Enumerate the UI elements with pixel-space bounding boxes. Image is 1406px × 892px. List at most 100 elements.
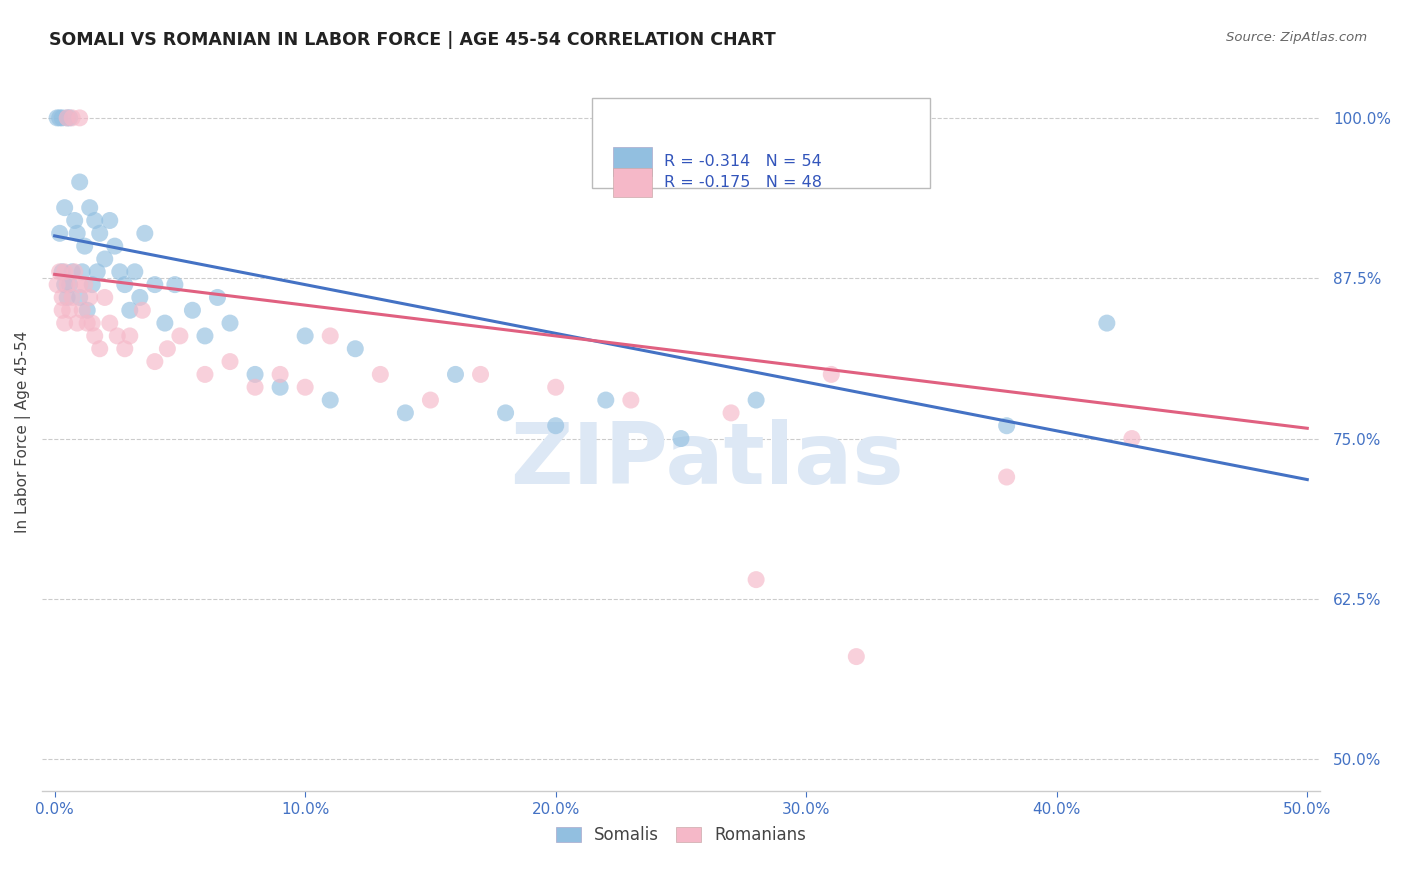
Point	[294, 380, 316, 394]
Point	[720, 406, 742, 420]
Point	[53, 316, 76, 330]
Point	[495, 406, 517, 420]
Point	[114, 342, 136, 356]
Point	[745, 573, 768, 587]
Point	[745, 392, 768, 407]
Point	[56, 277, 79, 292]
Point	[156, 342, 179, 356]
Point	[48, 265, 70, 279]
Point	[51, 265, 73, 279]
Point	[56, 111, 79, 125]
Point	[98, 316, 121, 330]
Point	[93, 290, 115, 304]
Point	[128, 290, 150, 304]
Point	[153, 316, 176, 330]
Point	[995, 470, 1018, 484]
Point	[820, 368, 842, 382]
Point	[143, 354, 166, 368]
Point	[70, 265, 93, 279]
Point	[66, 227, 89, 241]
FancyBboxPatch shape	[613, 168, 651, 196]
Point	[118, 303, 141, 318]
Point	[108, 265, 131, 279]
Text: R = -0.314   N = 54: R = -0.314 N = 54	[665, 154, 823, 169]
Point	[595, 392, 617, 407]
Point	[93, 252, 115, 266]
Point	[83, 329, 105, 343]
Point	[995, 418, 1018, 433]
Point	[370, 368, 392, 382]
Point	[51, 111, 73, 125]
Point	[1121, 432, 1143, 446]
Point	[134, 227, 156, 241]
Point	[48, 227, 70, 241]
Point	[294, 329, 316, 343]
Point	[79, 290, 101, 304]
Point	[163, 277, 186, 292]
Point	[46, 277, 69, 292]
Point	[86, 265, 108, 279]
Point	[394, 406, 416, 420]
Point	[83, 213, 105, 227]
Point	[143, 277, 166, 292]
Point	[69, 175, 91, 189]
Point	[669, 432, 692, 446]
Point	[118, 329, 141, 343]
Point	[59, 303, 82, 318]
Text: ZIPatlas: ZIPatlas	[509, 419, 904, 502]
Point	[845, 649, 868, 664]
Point	[60, 265, 83, 279]
Point	[69, 277, 91, 292]
Point	[89, 342, 111, 356]
Text: R = -0.175   N = 48: R = -0.175 N = 48	[665, 175, 823, 190]
Point	[56, 111, 79, 125]
Text: Source: ZipAtlas.com: Source: ZipAtlas.com	[1226, 31, 1367, 45]
Point	[63, 265, 86, 279]
Text: SOMALI VS ROMANIAN IN LABOR FORCE | AGE 45-54 CORRELATION CHART: SOMALI VS ROMANIAN IN LABOR FORCE | AGE …	[49, 31, 776, 49]
Point	[114, 277, 136, 292]
Point	[82, 316, 104, 330]
Point	[51, 290, 73, 304]
Point	[76, 303, 98, 318]
Point	[46, 111, 69, 125]
Point	[269, 368, 291, 382]
Point	[169, 329, 191, 343]
Point	[59, 277, 82, 292]
Point	[105, 329, 128, 343]
Point	[620, 392, 643, 407]
Point	[60, 111, 83, 125]
Point	[194, 329, 217, 343]
Point	[82, 277, 104, 292]
Y-axis label: In Labor Force | Age 45-54: In Labor Force | Age 45-54	[15, 331, 31, 533]
Point	[73, 277, 96, 292]
Point	[319, 392, 342, 407]
Point	[104, 239, 127, 253]
Point	[63, 213, 86, 227]
Point	[69, 111, 91, 125]
Point	[470, 368, 492, 382]
Point	[319, 329, 342, 343]
Point	[243, 368, 266, 382]
Point	[53, 201, 76, 215]
Point	[89, 227, 111, 241]
Point	[219, 316, 242, 330]
Point	[59, 111, 82, 125]
Point	[79, 201, 101, 215]
Point	[51, 303, 73, 318]
Point	[48, 111, 70, 125]
Point	[243, 380, 266, 394]
Point	[219, 354, 242, 368]
Point	[56, 290, 79, 304]
Point	[124, 265, 146, 279]
Point	[544, 380, 567, 394]
Point	[181, 303, 204, 318]
Point	[131, 303, 153, 318]
Point	[70, 303, 93, 318]
FancyBboxPatch shape	[592, 98, 931, 188]
Point	[53, 265, 76, 279]
Point	[269, 380, 291, 394]
Point	[60, 290, 83, 304]
Point	[98, 213, 121, 227]
Point	[419, 392, 441, 407]
Point	[76, 316, 98, 330]
